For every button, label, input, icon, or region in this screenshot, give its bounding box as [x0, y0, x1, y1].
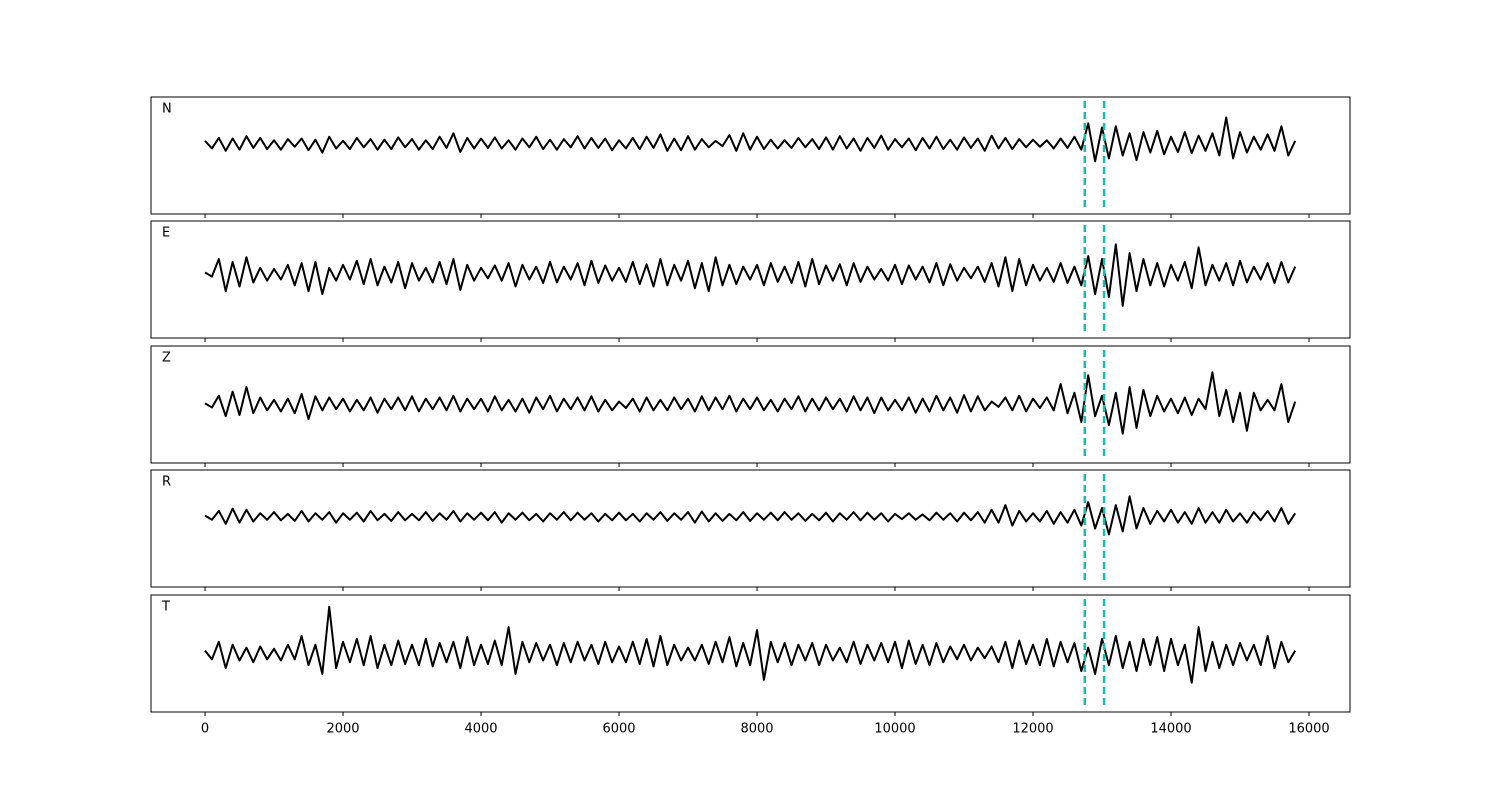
panel-frame	[150, 469, 1351, 588]
x-tick-label: 4000	[464, 722, 497, 737]
x-tick-label: 16000	[1288, 722, 1329, 737]
trace	[204, 495, 1297, 536]
x-tick-label: 2000	[326, 722, 359, 737]
panel-label: T	[161, 600, 170, 615]
panel-label: R	[162, 475, 171, 490]
trace	[204, 371, 1297, 435]
trace	[204, 116, 1297, 163]
panel-frame	[150, 96, 1351, 215]
x-tick-label: 10000	[874, 722, 915, 737]
panel-frame	[150, 594, 1351, 713]
x-tick-label: 6000	[602, 722, 635, 737]
panel-frame	[150, 220, 1351, 339]
x-tick-label: 0	[201, 722, 209, 737]
x-tick-label: 8000	[740, 722, 773, 737]
x-tick-label: 14000	[1150, 722, 1191, 737]
x-tick-label: 12000	[1012, 722, 1053, 737]
panel-label: N	[162, 102, 172, 117]
trace	[204, 605, 1297, 684]
trace	[204, 243, 1297, 307]
panel-frame	[150, 345, 1351, 464]
panel-label: E	[162, 226, 170, 241]
panel-label: Z	[162, 351, 171, 366]
